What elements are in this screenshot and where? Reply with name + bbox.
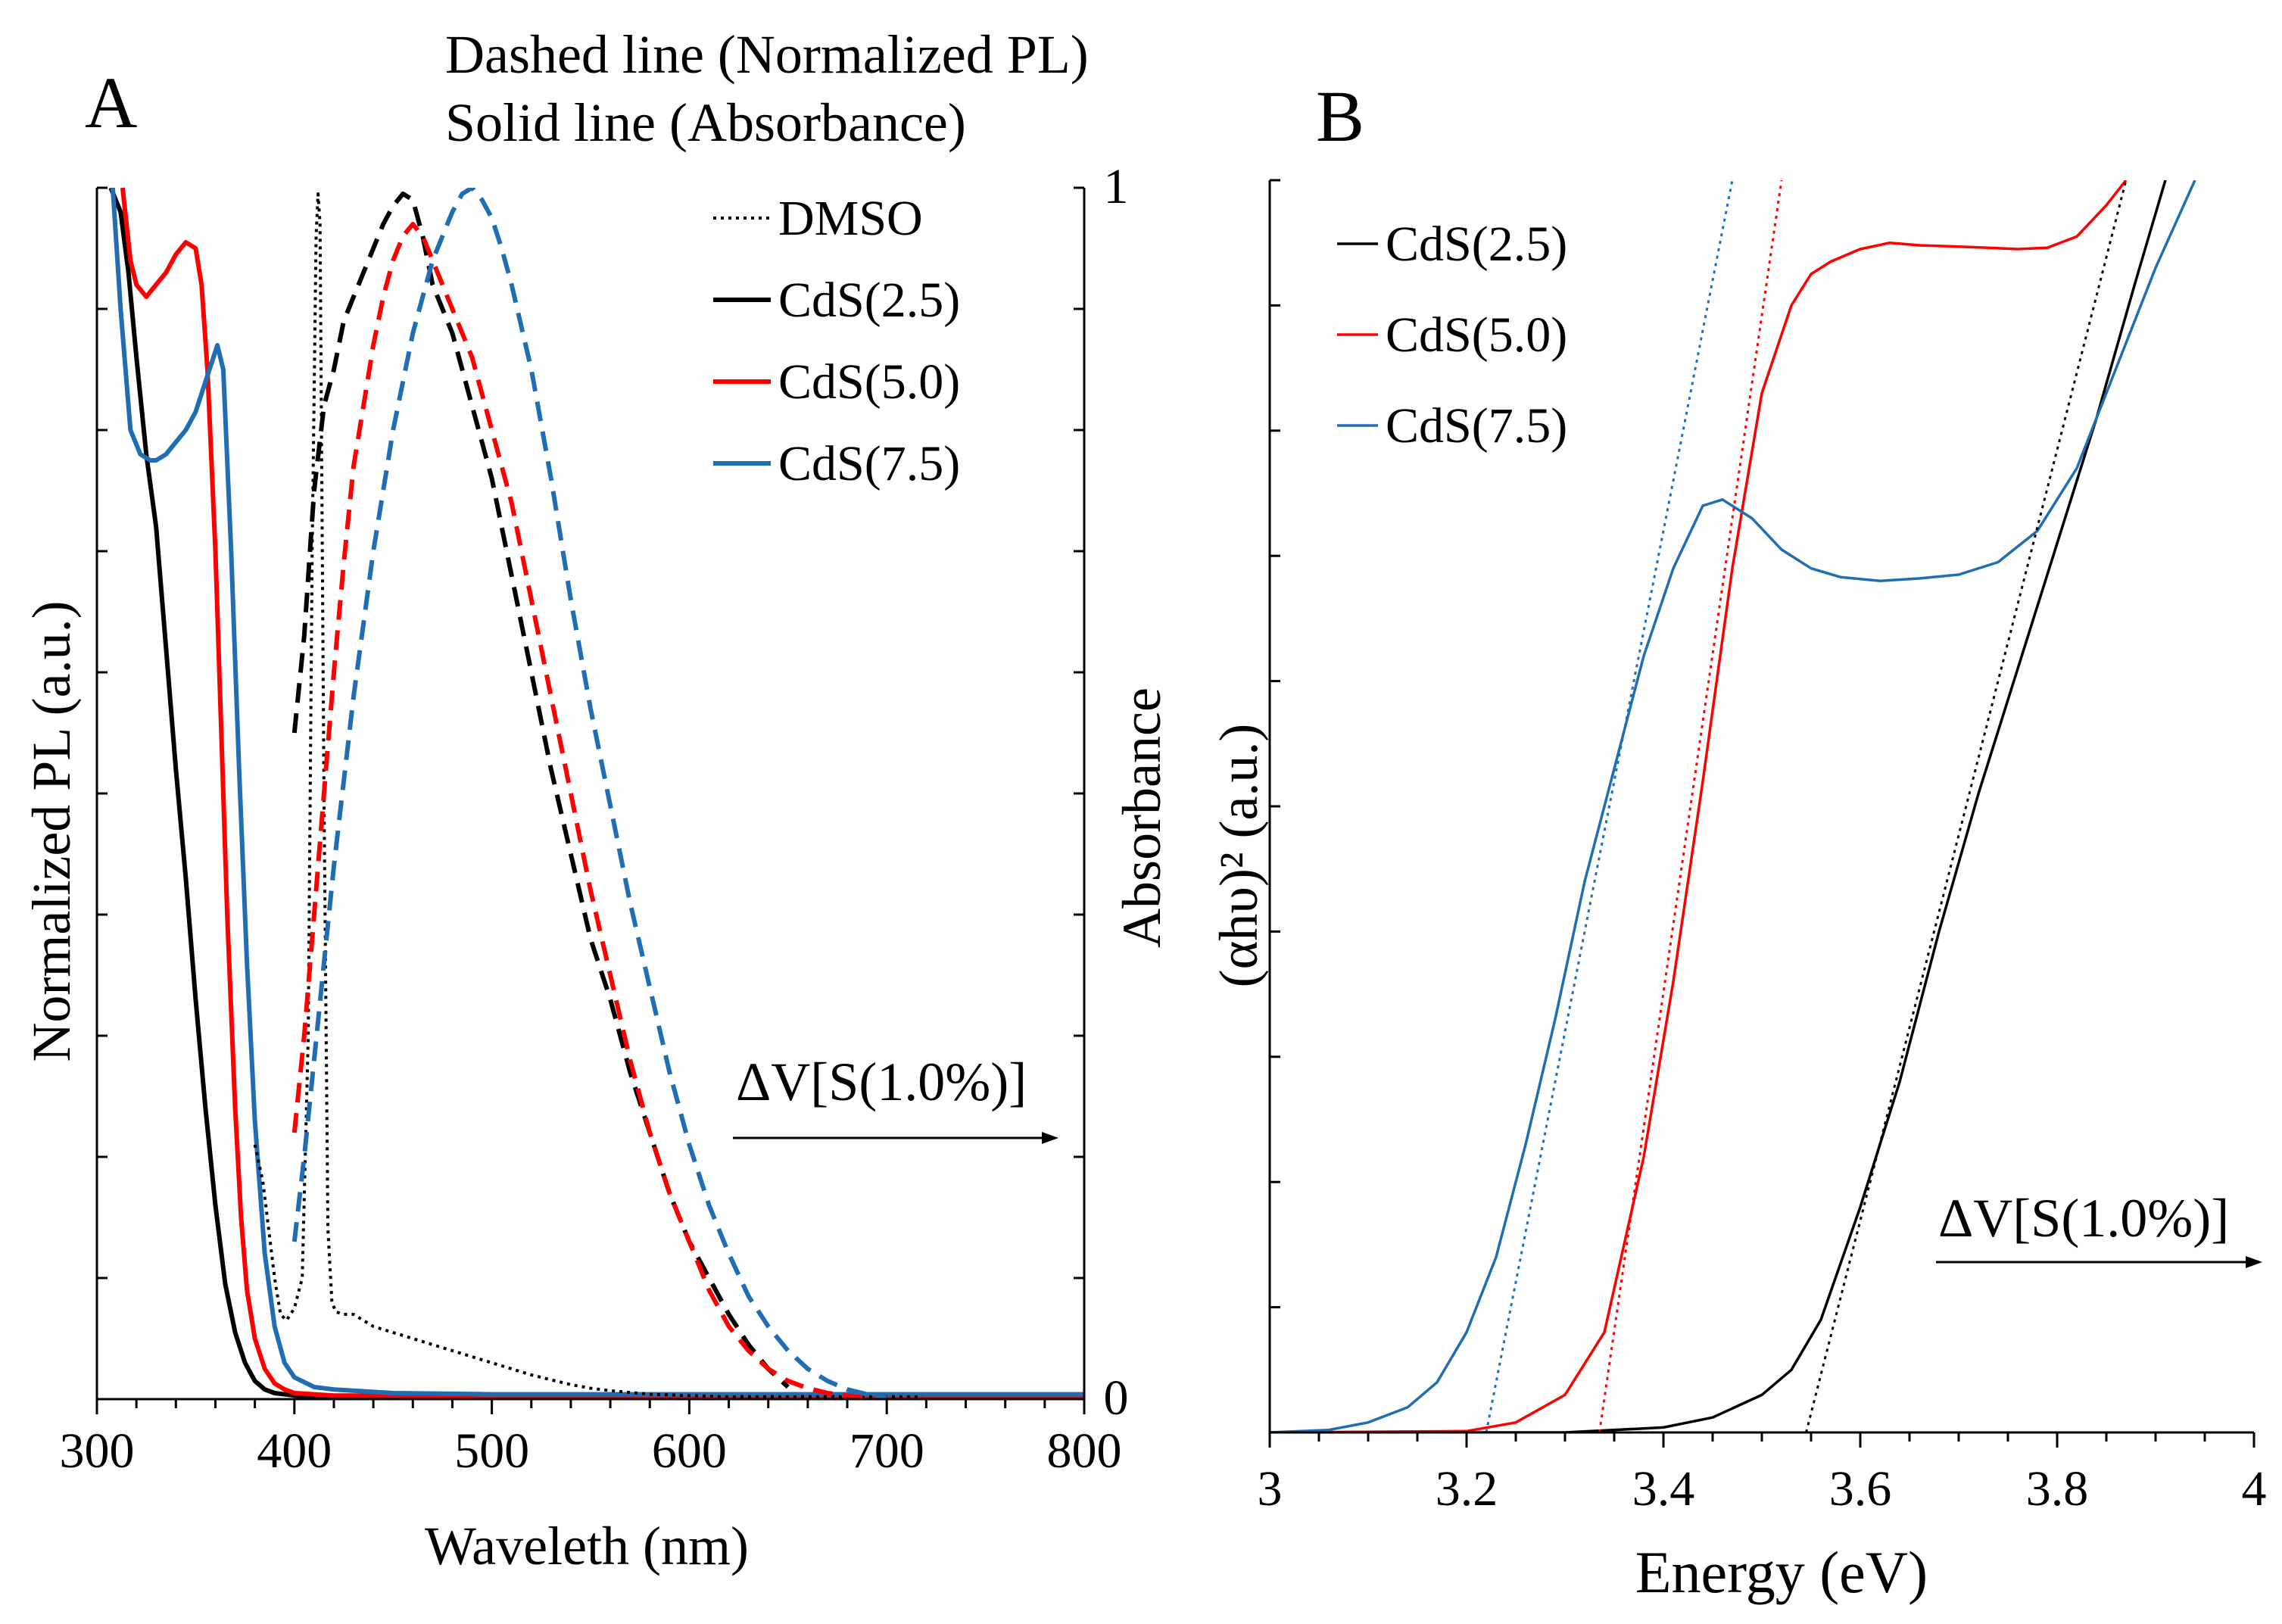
panel-a-right-axis-label: Absorbance: [1111, 687, 1172, 948]
b-x-tick-label: 3.4: [1632, 1461, 1695, 1516]
panel-a-legend: DMSO CdS(2.5) CdS(5.0) CdS(7.5): [713, 191, 960, 491]
b-x-tick-label: 3.2: [1436, 1461, 1498, 1516]
a-x-tick-label: 400: [257, 1423, 332, 1479]
a-line-cds-7-5-pl: [291, 188, 887, 1399]
panel-a-annotation: ΔV[S(1.0%)]: [736, 1052, 1027, 1112]
b-legend-label-cds-5-0: CdS(5.0): [1386, 307, 1567, 363]
b-x-tick-label: 3.8: [2026, 1461, 2089, 1516]
panel-a-title-line-1: Dashed line (Normalized PL): [445, 24, 1089, 85]
a-line-cds-5-0-pl: [291, 222, 868, 1399]
a-legend-label-dmso: DMSO: [778, 191, 923, 246]
b-x-tick-label: 3: [1258, 1461, 1283, 1516]
b-line-cds-5-0: [1270, 180, 2128, 1432]
a-arrow-head: [1042, 1132, 1058, 1144]
b-x-tick-label: 3.6: [1829, 1461, 1892, 1516]
a-line-cds-7-5-absorbance: [110, 188, 1084, 1397]
b-line-cds-7-5-tangent: [1485, 180, 1734, 1432]
panel-b-plot-area: [1270, 180, 2196, 1432]
b-legend-label-cds-2-5: CdS(2.5): [1386, 217, 1567, 272]
b-legend-label-cds-7-5: CdS(7.5): [1386, 398, 1567, 454]
b-line-cds-2-5-tangent: [1805, 180, 2128, 1432]
a-legend-label-cds-5-0: CdS(5.0): [778, 354, 960, 410]
a-legend-label-cds-2-5: CdS(2.5): [778, 273, 960, 328]
a-legend-label-cds-7-5: CdS(7.5): [778, 436, 960, 491]
panel-b-x-axis-label: Energy (eV): [1635, 1539, 1928, 1605]
panel-a-right-tick-labels: 01: [1104, 159, 1129, 1426]
panel-a-left-axis-label: Normalized PL (a.u.): [21, 600, 82, 1061]
panel-a-x-axis-label: Waveleth (nm): [425, 1516, 749, 1576]
a-x-tick-label: 600: [652, 1423, 727, 1479]
panel-b-label: B: [1316, 76, 1364, 157]
panel-a-x-tick-labels: 300 400 500 600 700 800: [60, 1423, 1122, 1479]
panel-a-plot-area: [108, 188, 1084, 1399]
b-series-group: [1270, 180, 2196, 1432]
a-right-tick-label: 1: [1104, 159, 1129, 214]
panel-a: A Dashed line (Normalized PL) Solid line…: [21, 24, 1172, 1576]
b-x-tick-label: 4: [2242, 1461, 2267, 1516]
a-series-group: [108, 188, 1084, 1399]
panel-b-annotation: ΔV[S(1.0%)]: [1938, 1188, 2229, 1248]
a-x-tick-label: 300: [60, 1423, 135, 1479]
panel-b-y-axis-label: (αhυ)² (a.u.): [1208, 724, 1269, 988]
panel-a-annotation-arrow: [733, 1132, 1058, 1144]
b-arrow-head: [2246, 1256, 2262, 1268]
b-line-cds-7-5: [1270, 180, 2196, 1432]
a-line-cds-5-0-absorbance: [120, 188, 1084, 1399]
panel-a-axes: [95, 186, 1086, 1414]
panel-b-legend: CdS(2.5) CdS(5.0) CdS(7.5): [1337, 217, 1567, 454]
panel-b-x-tick-labels: 3 3.2 3.4 3.6 3.8 4: [1258, 1461, 2267, 1516]
b-line-cds-5-0-tangent: [1598, 180, 1783, 1432]
panel-b-annotation-arrow: [1936, 1256, 2262, 1268]
a-right-tick-label: 0: [1104, 1370, 1129, 1426]
panel-b-axes: [1268, 179, 2256, 1448]
a-x-tick-label: 700: [850, 1423, 924, 1479]
panel-a-title-line-2: Solid line (Absorbance): [445, 92, 966, 153]
a-x-tick-label: 500: [454, 1423, 529, 1479]
panel-a-label: A: [85, 62, 137, 143]
a-x-tick-label: 800: [1047, 1423, 1122, 1479]
panel-b: B 3 3.2 3.4 3.6 3.8 4 Energy (eV) (αhυ)² (a.u…: [1208, 76, 2267, 1605]
a-line-cds-2-5-pl: [291, 192, 790, 1389]
